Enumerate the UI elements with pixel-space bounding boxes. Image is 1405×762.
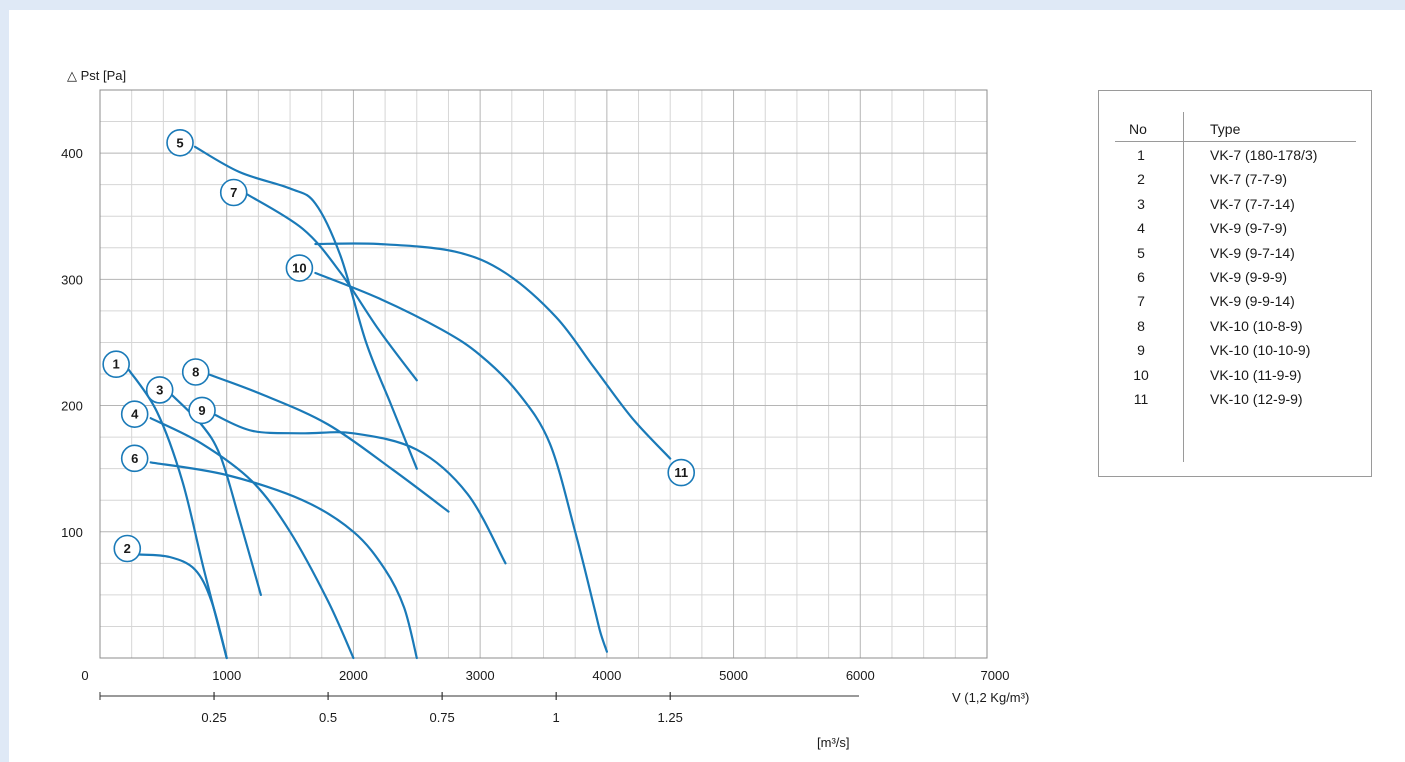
legend-row-type: VK-7 (7-7-9) bbox=[1210, 171, 1288, 188]
legend-row-no: 8 bbox=[1137, 317, 1145, 334]
curve-marker-6 bbox=[120, 444, 149, 473]
curve-marker-11 bbox=[667, 458, 696, 487]
legend-row-no: 5 bbox=[1137, 244, 1145, 261]
curve-marker-label: 11 bbox=[674, 465, 688, 480]
x-axis-label: V (1,2 Kg/m³) bbox=[952, 690, 1029, 705]
curve-marker-label: 7 bbox=[230, 185, 237, 200]
chart-frame: 0 1000 2000 3000 4000 5000 6000 7000 100 200 300 40… bbox=[9, 10, 1405, 762]
legend-row-type: VK-9 (9-9-9) bbox=[1210, 269, 1288, 285]
legend-row-no: 4 bbox=[1137, 220, 1145, 237]
curve-marker-label: 4 bbox=[131, 407, 139, 422]
fan-curve-chart: 0 1000 2000 3000 4000 5000 6000 700010020030040… bbox=[61, 68, 1029, 750]
curve-10 bbox=[314, 271, 608, 653]
curve-marker-1 bbox=[102, 350, 130, 379]
legend-row-type: VK-9 (9-9-14) bbox=[1210, 293, 1295, 310]
x-tick-label: 2000 bbox=[339, 668, 368, 683]
plot-border bbox=[99, 89, 988, 659]
x-tick-label: 1000 bbox=[212, 668, 241, 683]
y-tick-label: 400 bbox=[61, 146, 83, 161]
curve-9 bbox=[212, 413, 507, 565]
secondary-x-tick-label: 1 bbox=[553, 710, 560, 725]
curve-marker-label: 8 bbox=[192, 365, 199, 380]
secondary-x-tick-label: 1.25 bbox=[658, 710, 683, 725]
legend-header-rule bbox=[1115, 141, 1356, 142]
legend-row-type: VK-9 (9-7-14) bbox=[1210, 244, 1295, 261]
series-curves bbox=[128, 145, 672, 660]
legend-row-type: VK-7 (180-178/3) bbox=[1210, 147, 1318, 163]
legend-row-no: 1 bbox=[1137, 147, 1145, 163]
legend-row-type: VK-10 (12-9-9) bbox=[1210, 391, 1303, 407]
legend-row-type: VK-7 (7-7-14) bbox=[1210, 195, 1295, 212]
curve-markers: 1 2 3 4 5 6 7 8 9 10 11 bbox=[102, 129, 696, 563]
axes: 0 1000 2000 3000 4000 5000 6000 700010020030040… bbox=[61, 146, 1009, 725]
legend-row-no: 7 bbox=[1137, 293, 1145, 310]
curve-marker-8 bbox=[181, 358, 210, 386]
legend-row-no: 9 bbox=[1137, 342, 1145, 359]
curve-marker-3 bbox=[145, 376, 174, 404]
legend-header-type: Type bbox=[1210, 121, 1241, 137]
curve-marker-5 bbox=[166, 129, 194, 157]
grid bbox=[99, 89, 988, 659]
legend-header-no: No bbox=[1129, 121, 1147, 137]
legend-row-type: VK-10 (10-10-9) bbox=[1210, 342, 1311, 359]
y-tick-label: 300 bbox=[61, 272, 83, 287]
legend-row-type: VK-10 (11-9-9) bbox=[1210, 366, 1302, 383]
x-tick-label: 4000 bbox=[592, 668, 621, 683]
secondary-x-tick-label: 0.5 bbox=[319, 710, 337, 725]
y-tick-label: 100 bbox=[61, 525, 83, 540]
curve-marker-2 bbox=[113, 534, 142, 563]
curve-marker-label: 6 bbox=[131, 451, 138, 466]
y-tick-label: 200 bbox=[61, 399, 83, 414]
curve-7 bbox=[244, 192, 418, 382]
curve-11 bbox=[314, 242, 672, 460]
y-axis-label: △ Pst [Pa] bbox=[67, 68, 126, 83]
curve-marker-9 bbox=[188, 396, 216, 425]
curve-marker-10 bbox=[285, 254, 314, 282]
x-tick-label: 7000 bbox=[981, 668, 1010, 683]
curve-marker-4 bbox=[120, 400, 149, 428]
legend-row-type: VK-10 (10-8-9) bbox=[1210, 317, 1303, 334]
x-tick-label: 6000 bbox=[846, 668, 875, 683]
x-tick-label: 0 bbox=[81, 668, 88, 683]
curve-2 bbox=[138, 553, 228, 660]
curve-marker-label: 5 bbox=[176, 135, 183, 150]
curve-5 bbox=[193, 145, 418, 470]
legend-row-no: 10 bbox=[1133, 366, 1149, 383]
curve-marker-label: 10 bbox=[292, 261, 306, 276]
legend-row-type: VK-9 (9-7-9) bbox=[1210, 220, 1288, 237]
legend-row-no: 11 bbox=[1133, 391, 1149, 407]
curve-marker-label: 3 bbox=[156, 382, 163, 397]
legend-row-no: 2 bbox=[1137, 171, 1145, 188]
curve-marker-label: 9 bbox=[198, 403, 205, 418]
x-tick-label: 5000 bbox=[719, 668, 748, 683]
curve-4 bbox=[149, 417, 355, 660]
legend-table: No Type 1 VK-7 (180-178/3) 2 VK-7 (7-7-9) 3 V… bbox=[1098, 90, 1372, 477]
curve-3 bbox=[168, 391, 262, 596]
curve-marker-label: 2 bbox=[124, 541, 131, 556]
legend-row-no: 3 bbox=[1137, 195, 1145, 212]
secondary-x-tick-label: 0.75 bbox=[429, 710, 454, 725]
curve-8 bbox=[206, 372, 450, 513]
legend-row-no: 6 bbox=[1137, 269, 1145, 285]
secondary-x-tick-label: 0.25 bbox=[201, 710, 226, 725]
curve-marker-7 bbox=[219, 178, 248, 207]
legend-column-divider bbox=[1183, 112, 1184, 462]
curve-6 bbox=[149, 461, 418, 660]
x-tick-label: 3000 bbox=[466, 668, 495, 683]
curve-marker-label: 1 bbox=[113, 357, 120, 372]
secondary-x-axis-unit: [m³/s] bbox=[817, 735, 850, 750]
